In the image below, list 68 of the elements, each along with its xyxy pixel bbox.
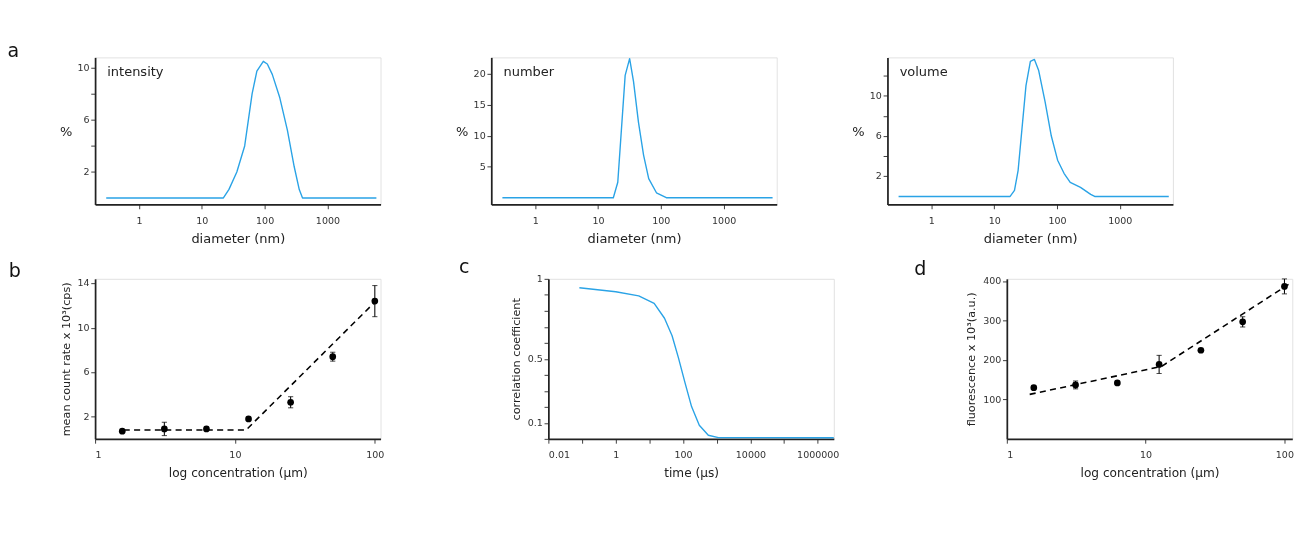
x-tick-label: 100: [1275, 449, 1294, 461]
x-tick-label: 1: [613, 449, 620, 461]
y-tick-label: 6: [875, 130, 882, 142]
x-axis-title: diameter (nm): [983, 231, 1078, 246]
x-axis-title: log concentration (μm): [168, 465, 308, 480]
y-tick-label: 10: [869, 89, 882, 101]
point: [1155, 361, 1163, 368]
x-tick-label: 100: [652, 214, 671, 226]
y-tick-label: 5: [479, 160, 486, 172]
x-axis-title: diameter (nm): [191, 231, 286, 246]
y-axis-title: fluorescence x 10³(a.u.): [965, 292, 979, 427]
y-tick-label: 0.1: [527, 416, 543, 428]
x-tick-label: 1: [136, 214, 143, 226]
x-tick-label: 10: [1140, 449, 1153, 461]
y-axis-title: mean count rate x 10³(cps): [59, 282, 73, 437]
point: [203, 425, 210, 433]
x-tick-label: 1000: [315, 214, 341, 226]
x-tick-label: 100: [1048, 214, 1067, 226]
y-tick-label: 10: [77, 321, 90, 333]
chart-title: a: [7, 38, 20, 61]
y-tick-label: 6: [83, 113, 90, 125]
point: [1197, 346, 1205, 354]
x-axis-title: diameter (nm): [587, 231, 682, 246]
chart-title: d: [914, 257, 927, 280]
x-tick-label: 1000000: [797, 449, 840, 461]
y-axis-title: correlation coefficient: [509, 297, 523, 421]
x-tick-label: 100: [674, 449, 693, 461]
y-tick-label: 400: [983, 275, 1002, 287]
x-tick-label: 1000: [712, 214, 737, 226]
chart-title: c: [458, 254, 470, 277]
x-tick-label: 10: [196, 214, 209, 226]
point: [1030, 384, 1038, 392]
point: [371, 297, 379, 305]
x-tick-label: 100: [366, 449, 385, 461]
x-axis-title: time (μs): [664, 465, 719, 480]
y-tick-label: 2: [875, 170, 882, 182]
y-tick-label: 10: [473, 129, 486, 141]
x-tick-label: 1: [95, 449, 102, 461]
y-axis-title: %: [852, 123, 865, 139]
y-tick-label: 15: [473, 99, 486, 111]
x-tick-label: 100: [256, 214, 275, 226]
y-tick-label: 14: [77, 277, 90, 289]
chart-title: b: [8, 259, 21, 282]
x-tick-label: 10: [229, 449, 242, 461]
y-tick-label: 2: [83, 410, 90, 422]
x-tick-label: 0.01: [548, 449, 571, 461]
y-tick-label: 10: [77, 61, 90, 73]
y-axis-title: %: [456, 123, 469, 139]
annotation: number: [503, 64, 555, 80]
y-tick-label: 6: [83, 366, 90, 378]
y-tick-label: 300: [983, 314, 1002, 326]
x-axis-title: log concentration (μm): [1080, 465, 1220, 480]
y-tick-label: 20: [473, 68, 486, 80]
x-tick-label: 1: [928, 214, 935, 226]
y-tick-label: 1: [536, 272, 543, 284]
annotation: volume: [899, 64, 948, 80]
x-tick-label: 10000: [735, 449, 767, 461]
y-tick-label: 0.5: [527, 352, 543, 364]
y-axis-title: %: [59, 123, 73, 139]
y-tick-label: 100: [983, 393, 1002, 405]
x-tick-label: 1: [1007, 449, 1014, 461]
x-tick-label: 10: [592, 214, 605, 226]
x-tick-label: 1000: [1108, 214, 1133, 226]
y-tick-label: 2: [83, 166, 90, 177]
point: [245, 415, 252, 423]
point: [1113, 379, 1121, 387]
y-tick-label: 200: [983, 354, 1002, 366]
annotation: intensity: [107, 64, 164, 80]
